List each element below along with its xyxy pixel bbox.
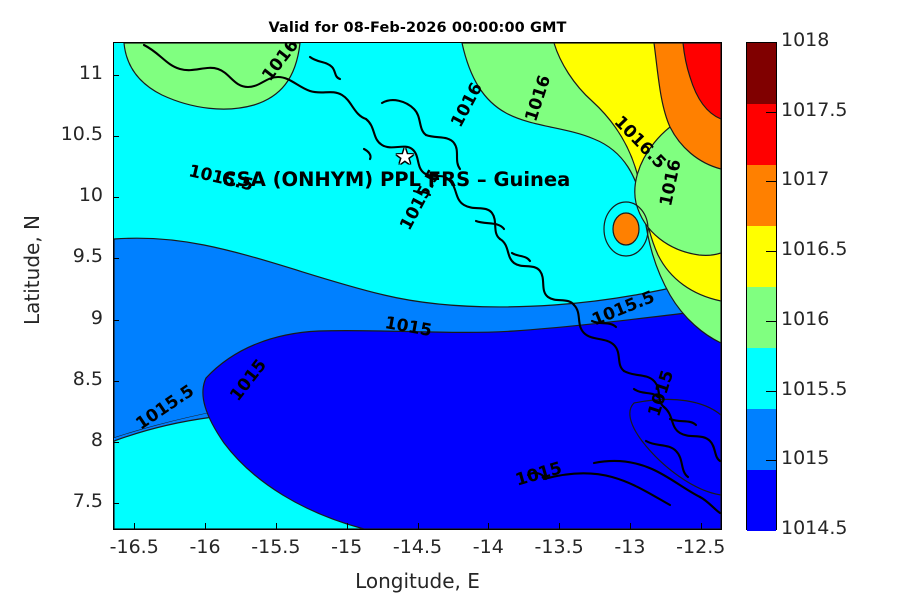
pressure-max-blob-outer bbox=[603, 201, 649, 257]
colorbar-swatch bbox=[747, 104, 776, 165]
x-tick-label: -14 bbox=[472, 536, 504, 558]
colorbar-tick-label: 1017 bbox=[781, 168, 830, 191]
colorbar-tick-mark bbox=[766, 111, 776, 113]
x-tick-mark bbox=[346, 523, 348, 529]
band-1017_5 bbox=[682, 43, 721, 120]
colorbar-swatch bbox=[747, 165, 776, 226]
colorbar-tick-label: 1016 bbox=[781, 307, 830, 330]
y-tick-label: 10 bbox=[78, 184, 103, 207]
y-tick-mark bbox=[113, 197, 119, 199]
colorbar-swatch bbox=[747, 43, 776, 104]
x-tick-mark bbox=[629, 523, 631, 529]
x-tick-mark bbox=[488, 523, 490, 529]
y-tick-mark bbox=[113, 258, 119, 260]
x-tick-mark bbox=[700, 523, 702, 529]
x-tick-label: -16 bbox=[189, 536, 221, 558]
colorbar-tick-label: 1017.5 bbox=[781, 98, 848, 121]
y-tick-label: 7.5 bbox=[72, 490, 103, 513]
x-tick-mark bbox=[417, 523, 419, 529]
colorbar-swatch bbox=[747, 287, 776, 348]
y-tick-label: 11 bbox=[78, 62, 103, 85]
y-tick-mark bbox=[113, 75, 119, 77]
x-tick-label: -14.5 bbox=[392, 536, 443, 558]
colorbar-tick-mark bbox=[766, 181, 776, 183]
colorbar-swatch bbox=[747, 470, 776, 531]
site-label: CSA (ONHYM) PPL FRS – Guinea bbox=[222, 168, 571, 191]
x-tick-mark bbox=[559, 523, 561, 529]
y-tick-label: 10.5 bbox=[60, 123, 103, 146]
x-tick-mark bbox=[205, 523, 207, 529]
y-tick-label: 8.5 bbox=[72, 367, 103, 390]
y-tick-mark bbox=[113, 503, 119, 505]
y-tick-label: 9.5 bbox=[72, 245, 103, 268]
y-tick-mark bbox=[113, 441, 119, 443]
site-marker: ★ bbox=[395, 145, 415, 170]
colorbar-tick-mark bbox=[766, 320, 776, 322]
y-tick-label: 9 bbox=[90, 306, 103, 329]
pressure-max-blob bbox=[612, 212, 640, 246]
x-tick-mark bbox=[134, 523, 136, 529]
contour-field bbox=[114, 43, 721, 529]
x-tick-label: -16.5 bbox=[109, 536, 159, 558]
colorbar-tick-label: 1014.5 bbox=[781, 517, 848, 539]
x-tick-label: -15 bbox=[331, 536, 363, 558]
colorbar-swatch bbox=[747, 409, 776, 470]
coastline bbox=[142, 43, 721, 515]
colorbar[interactable] bbox=[746, 42, 777, 531]
colorbar-tick-mark bbox=[766, 460, 776, 462]
contour-plot-area: 1016 1016 1016 1016.5 1016 1015.5 1015.5 1015.5… bbox=[113, 42, 722, 530]
x-tick-label: -15.5 bbox=[251, 536, 301, 558]
colorbar-swatch bbox=[747, 226, 776, 287]
band-1014_5-ne bbox=[629, 398, 721, 496]
x-tick-label: -13 bbox=[614, 536, 646, 558]
band-1016-nw bbox=[123, 43, 301, 110]
y-tick-mark bbox=[113, 319, 119, 321]
chart-title: Valid for 08-Feb-2026 00:00:00 GMT bbox=[268, 20, 567, 36]
colorbar-tick-label: 1015.5 bbox=[781, 377, 848, 400]
x-tick-label: -13.5 bbox=[534, 536, 584, 558]
y-tick-mark bbox=[113, 380, 119, 382]
colorbar-tick-mark bbox=[766, 390, 776, 392]
y-tick-label: 8 bbox=[90, 428, 103, 451]
y-tick-mark bbox=[113, 136, 119, 138]
colorbar-tick-mark bbox=[766, 251, 776, 253]
x-tick-mark bbox=[275, 523, 277, 529]
colorbar-tick-label: 1015 bbox=[781, 447, 830, 470]
colorbar-tick-label: 1018 bbox=[781, 29, 830, 51]
colorbar-tick-label: 1016.5 bbox=[781, 238, 848, 261]
x-tick-label: -12.5 bbox=[676, 536, 726, 558]
colorbar-swatch bbox=[747, 348, 776, 409]
x-axis-label: Longitude, E bbox=[355, 569, 480, 593]
y-axis-label: Latitude, N bbox=[20, 215, 44, 325]
